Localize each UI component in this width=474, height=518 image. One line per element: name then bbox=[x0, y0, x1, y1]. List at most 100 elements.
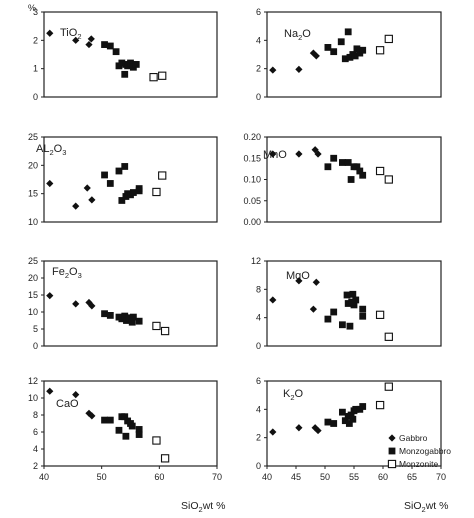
panel-mno: 0.000.050.100.150.20MnO bbox=[243, 132, 442, 227]
panel-title: Fe2O3 bbox=[52, 266, 82, 280]
data-point-monzonite bbox=[152, 187, 161, 197]
data-point-monzonite bbox=[375, 310, 385, 319]
legend-label: Gabbro bbox=[399, 433, 428, 443]
y-tick-label: 15 bbox=[28, 290, 38, 300]
data-point-monzonite bbox=[149, 73, 158, 82]
legend-label: Monzonite bbox=[399, 459, 438, 469]
series-monzogabbro bbox=[324, 28, 367, 63]
data-point-monzogabbro bbox=[128, 422, 136, 430]
data-point-monzogabbro bbox=[101, 171, 108, 179]
data-point-gabbro bbox=[87, 35, 95, 43]
data-point-gabbro bbox=[388, 434, 396, 442]
series-monzogabbro bbox=[324, 403, 367, 427]
data-point-gabbro bbox=[295, 65, 303, 73]
data-point-monzonite bbox=[158, 171, 167, 180]
y-tick-label: 4 bbox=[256, 313, 261, 323]
data-point-gabbro bbox=[312, 52, 320, 60]
data-point-monzogabbro bbox=[121, 70, 129, 78]
data-point-gabbro bbox=[309, 305, 317, 313]
data-point-monzonite bbox=[152, 321, 161, 331]
panel-title: TiO2 bbox=[60, 27, 81, 41]
x-tick-label: 50 bbox=[320, 472, 330, 482]
data-point-monzogabbro bbox=[118, 197, 126, 204]
series-gabbro bbox=[269, 424, 322, 436]
data-point-gabbro bbox=[295, 424, 303, 432]
x-tick-label: 50 bbox=[97, 472, 107, 482]
data-point-gabbro bbox=[88, 412, 96, 420]
data-point-gabbro bbox=[269, 150, 277, 158]
data-point-monzogabbro bbox=[106, 312, 114, 319]
data-point-gabbro bbox=[269, 428, 277, 436]
data-point-monzogabbro bbox=[345, 420, 353, 427]
y-tick-label: 0.20 bbox=[243, 132, 261, 142]
panel-title: K2O bbox=[283, 388, 304, 402]
data-point-monzogabbro bbox=[344, 159, 352, 166]
plot-frame bbox=[43, 380, 218, 467]
data-point-monzogabbro bbox=[324, 44, 332, 51]
data-point-monzogabbro bbox=[324, 163, 332, 171]
data-point-monzogabbro bbox=[343, 291, 351, 299]
data-point-monzogabbro bbox=[128, 318, 136, 326]
series-gabbro bbox=[46, 292, 96, 310]
panel-title: AL2O3 bbox=[36, 143, 66, 157]
panel-fe: 0 5 10 15 20 25 Fe2O3 bbox=[28, 256, 218, 351]
panel-title: Na2O bbox=[284, 28, 311, 42]
plot-frame bbox=[266, 11, 442, 98]
legend-item-monzogabbro: Monzogabbro bbox=[388, 446, 451, 456]
data-point-monzogabbro bbox=[388, 447, 396, 455]
data-point-monzogabbro bbox=[135, 317, 143, 325]
data-point-monzogabbro bbox=[324, 315, 332, 323]
y-tick-label: 0 bbox=[33, 341, 38, 351]
data-point-monzogabbro bbox=[341, 55, 349, 63]
panel-k: 0 2 4 6 40 45 50 55 60 65 70 K2O SiO2wt % bbox=[256, 376, 448, 514]
y-tick-label: 0.15 bbox=[243, 153, 261, 163]
data-point-gabbro bbox=[72, 391, 80, 399]
data-point-gabbro bbox=[295, 150, 303, 158]
data-point-gabbro bbox=[314, 426, 322, 435]
y-tick-label: 2 bbox=[33, 461, 38, 471]
y-tick-label: 6 bbox=[256, 7, 261, 17]
data-point-monzogabbro bbox=[129, 313, 137, 321]
y-tick-label: 12 bbox=[28, 376, 38, 386]
y-tick-label: 10 bbox=[28, 393, 38, 403]
y-tick-label: 4 bbox=[256, 35, 261, 45]
data-point-monzogabbro bbox=[135, 185, 143, 192]
y-tick-label: 8 bbox=[33, 410, 38, 420]
series-monzogabbro bbox=[101, 163, 143, 204]
data-point-monzogabbro bbox=[106, 180, 114, 187]
series-gabbro bbox=[269, 146, 322, 158]
data-point-monzonite bbox=[375, 166, 385, 176]
series-gabbro bbox=[269, 49, 320, 74]
y-tick-label: 6 bbox=[33, 427, 38, 437]
data-point-gabbro bbox=[269, 296, 277, 304]
y-tick-label: 0.10 bbox=[243, 175, 261, 185]
data-point-monzogabbro bbox=[106, 42, 114, 50]
series-gabbro bbox=[46, 29, 95, 49]
y-tick-label: 10 bbox=[28, 307, 38, 317]
series-monzogabbro bbox=[324, 290, 367, 330]
data-point-monzonite bbox=[375, 46, 385, 55]
data-point-monzogabbro bbox=[353, 163, 361, 171]
data-point-monzogabbro bbox=[115, 167, 123, 175]
legend-item-gabbro: Gabbro bbox=[388, 433, 428, 443]
data-point-gabbro bbox=[312, 278, 320, 286]
data-point-monzonite bbox=[384, 175, 393, 184]
data-point-gabbro bbox=[88, 302, 96, 310]
data-point-monzogabbro bbox=[135, 426, 143, 433]
data-point-monzogabbro bbox=[359, 312, 367, 320]
data-point-monzonite bbox=[387, 459, 397, 469]
plot-frame bbox=[43, 136, 218, 223]
series-monzogabbro bbox=[101, 310, 143, 326]
y-tick-label: 1 bbox=[33, 64, 38, 74]
data-point-monzogabbro bbox=[352, 405, 360, 413]
y-tick-label: 8 bbox=[256, 284, 261, 294]
series-monzonite bbox=[375, 34, 393, 55]
data-point-gabbro bbox=[269, 66, 277, 74]
data-point-monzogabbro bbox=[346, 322, 354, 330]
series-monzogabbro bbox=[101, 413, 143, 440]
panel-na: 0 2 4 6 Na2O bbox=[256, 7, 442, 102]
data-point-monzogabbro bbox=[324, 418, 332, 426]
data-point-gabbro bbox=[46, 292, 54, 300]
panel-mgo: 0 4 8 12 MgO bbox=[251, 256, 442, 351]
data-point-gabbro bbox=[85, 40, 93, 49]
